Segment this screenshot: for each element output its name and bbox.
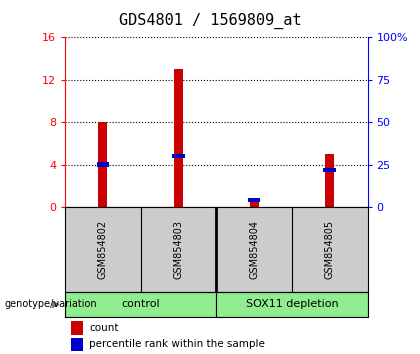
Bar (325, 154, 334, 207)
Text: GSM854803: GSM854803 (173, 220, 184, 279)
Bar (98, 122, 108, 207)
Bar (248, 198, 260, 202)
Text: GSM854802: GSM854802 (98, 220, 108, 279)
Text: SOX11 depletion: SOX11 depletion (246, 299, 338, 309)
Bar (172, 154, 185, 158)
Text: count: count (89, 323, 119, 333)
Bar (65, 292, 216, 317)
Text: GDS4801 / 1569809_at: GDS4801 / 1569809_at (119, 12, 301, 29)
Text: control: control (121, 299, 160, 309)
Text: GSM854805: GSM854805 (325, 220, 335, 279)
Bar (249, 199, 259, 207)
Bar (97, 162, 109, 167)
Bar (323, 167, 336, 172)
Bar (71, 338, 83, 351)
Bar (174, 69, 183, 207)
Text: percentile rank within the sample: percentile rank within the sample (89, 339, 265, 349)
Bar (71, 321, 83, 335)
Text: genotype/variation: genotype/variation (4, 299, 97, 309)
Bar (216, 292, 368, 317)
Text: GSM854804: GSM854804 (249, 220, 259, 279)
